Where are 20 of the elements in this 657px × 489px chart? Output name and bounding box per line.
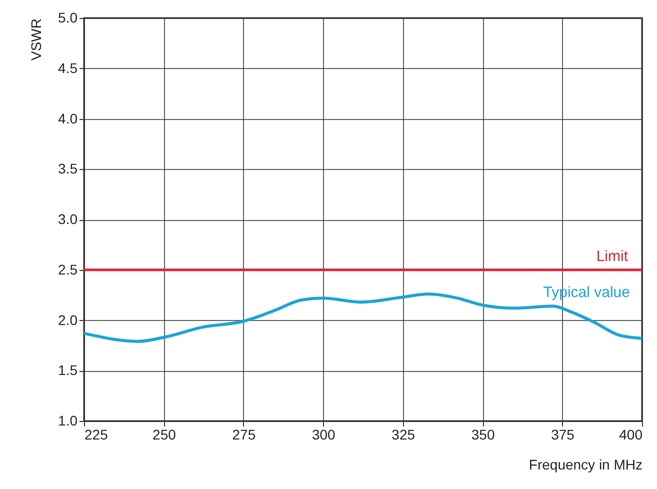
- x-tick-label: 325: [392, 426, 416, 442]
- x-tick-label: 400: [619, 426, 643, 442]
- y-tick-label: 1.0: [58, 412, 78, 428]
- y-tick-label: 3.5: [58, 160, 78, 177]
- x-tick-label: 375: [551, 426, 575, 442]
- y-tick-label: 4.5: [58, 60, 78, 76]
- y-tick-label: 2.0: [58, 312, 78, 328]
- y-tick-label: 5.0: [58, 10, 78, 26]
- y-tick-label: 4.0: [58, 110, 78, 126]
- x-tick-label: 275: [232, 426, 256, 442]
- x-tick-label: 350: [471, 426, 495, 442]
- x-axis-title: Frequency in MHz: [528, 456, 642, 472]
- x-tick-label: 250: [152, 426, 176, 442]
- y-axis-title: VSWR: [28, 18, 44, 60]
- x-tick-label: 300: [312, 426, 336, 442]
- y-tick-label: 1.5: [58, 362, 78, 378]
- y-tick-label: 3.0: [58, 211, 78, 227]
- x-tick-label: 225: [84, 426, 108, 442]
- ref-line-label: Limit: [596, 248, 629, 265]
- y-tick-label: 2.5: [58, 261, 78, 278]
